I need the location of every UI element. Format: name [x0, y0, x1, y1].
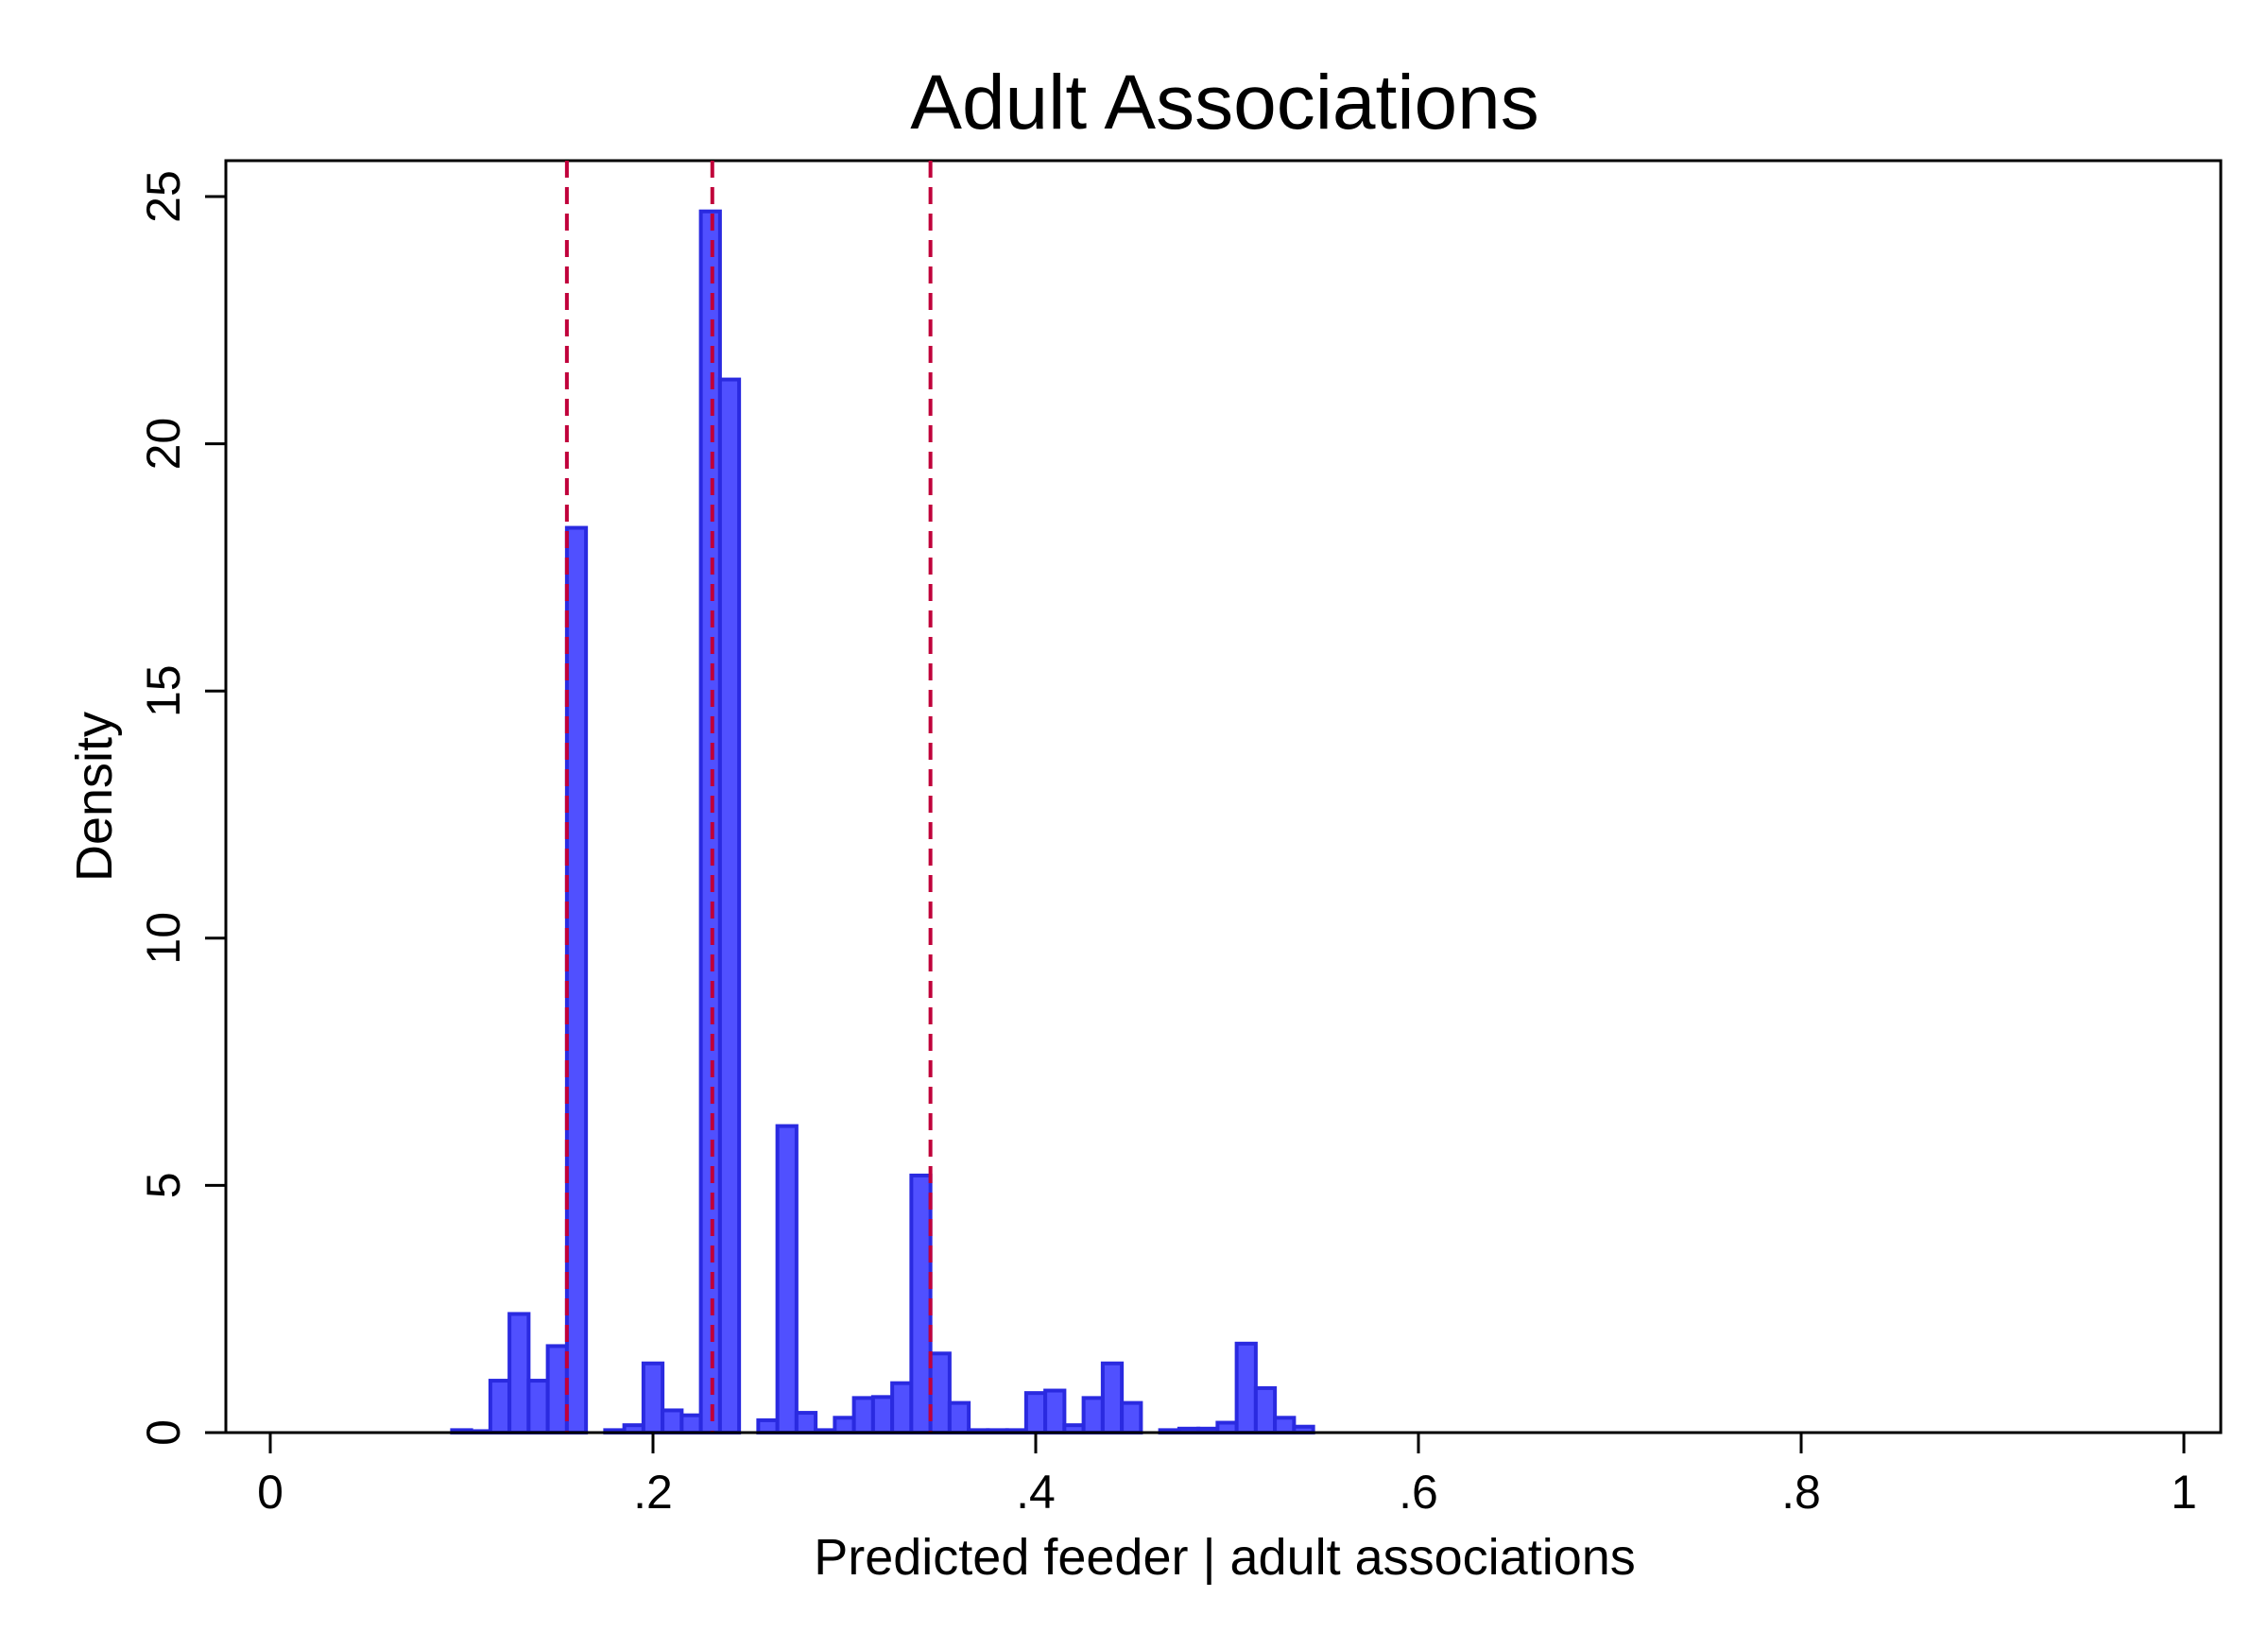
- histogram-bar-4: [526, 1379, 550, 1434]
- histogram-bar-19: [851, 1396, 875, 1434]
- histogram-bar-5: [545, 1344, 569, 1434]
- histogram-bar-21: [890, 1381, 914, 1435]
- histogram-bars: [450, 209, 1315, 1435]
- histogram-bar-14: [756, 1417, 780, 1435]
- x-tick-label-5: 1: [2171, 1466, 2197, 1519]
- histogram-bar-37: [1215, 1420, 1239, 1435]
- histogram-bar-9: [641, 1361, 665, 1434]
- histogram-bar-22: [909, 1173, 933, 1435]
- histogram-bar-39: [1253, 1385, 1278, 1434]
- histogram-bar-15: [775, 1124, 799, 1434]
- histogram-bar-16: [794, 1411, 818, 1435]
- histogram-bar-20: [870, 1395, 895, 1434]
- histogram-bar-23: [928, 1351, 952, 1434]
- plot-frame: [224, 159, 2223, 1434]
- histogram-bar-10: [661, 1408, 684, 1435]
- histogram-bar-28: [1023, 1391, 1048, 1435]
- y-tick-label-4: 20: [137, 418, 190, 471]
- y-axis-ticks: 0 5 10 15 20 25: [137, 170, 226, 1446]
- histogram-bar-33: [1120, 1400, 1143, 1435]
- histogram-bar-40: [1273, 1416, 1297, 1434]
- histogram-bar-3: [507, 1312, 531, 1435]
- histogram-bar-38: [1234, 1341, 1258, 1434]
- histogram-bar-31: [1081, 1396, 1105, 1434]
- x-axis-ticks: 0 .2 .4 .6 .8 1: [257, 1433, 2197, 1519]
- histogram-bar-18: [833, 1416, 856, 1434]
- x-axis-label: Predicted feeder | adult associations: [814, 1529, 1636, 1586]
- histogram-bar-12: [698, 209, 722, 1434]
- y-tick-label-1: 5: [137, 1172, 190, 1198]
- y-tick-label-2: 10: [137, 912, 190, 965]
- histogram-bar-29: [1043, 1388, 1067, 1434]
- histogram-bar-6: [564, 525, 589, 1434]
- y-axis-label: Density: [66, 712, 123, 882]
- histogram-bar-32: [1100, 1361, 1125, 1434]
- y-tick-label-3: 15: [137, 664, 190, 717]
- histogram-bar-13: [717, 377, 742, 1435]
- x-tick-label-1: .2: [633, 1466, 673, 1519]
- chart-title: Adult Associations: [910, 60, 1539, 146]
- x-tick-label-3: .6: [1399, 1466, 1438, 1519]
- reference-lines: [564, 161, 933, 1433]
- x-tick-label-2: .4: [1016, 1466, 1056, 1519]
- x-tick-label-0: 0: [257, 1466, 284, 1519]
- histogram-bar-24: [947, 1400, 971, 1435]
- y-tick-label-0: 0: [137, 1419, 190, 1446]
- x-tick-label-4: .8: [1781, 1466, 1821, 1519]
- y-tick-label-5: 25: [137, 170, 190, 223]
- histogram-bar-11: [679, 1413, 703, 1434]
- histogram-bar-2: [488, 1379, 512, 1434]
